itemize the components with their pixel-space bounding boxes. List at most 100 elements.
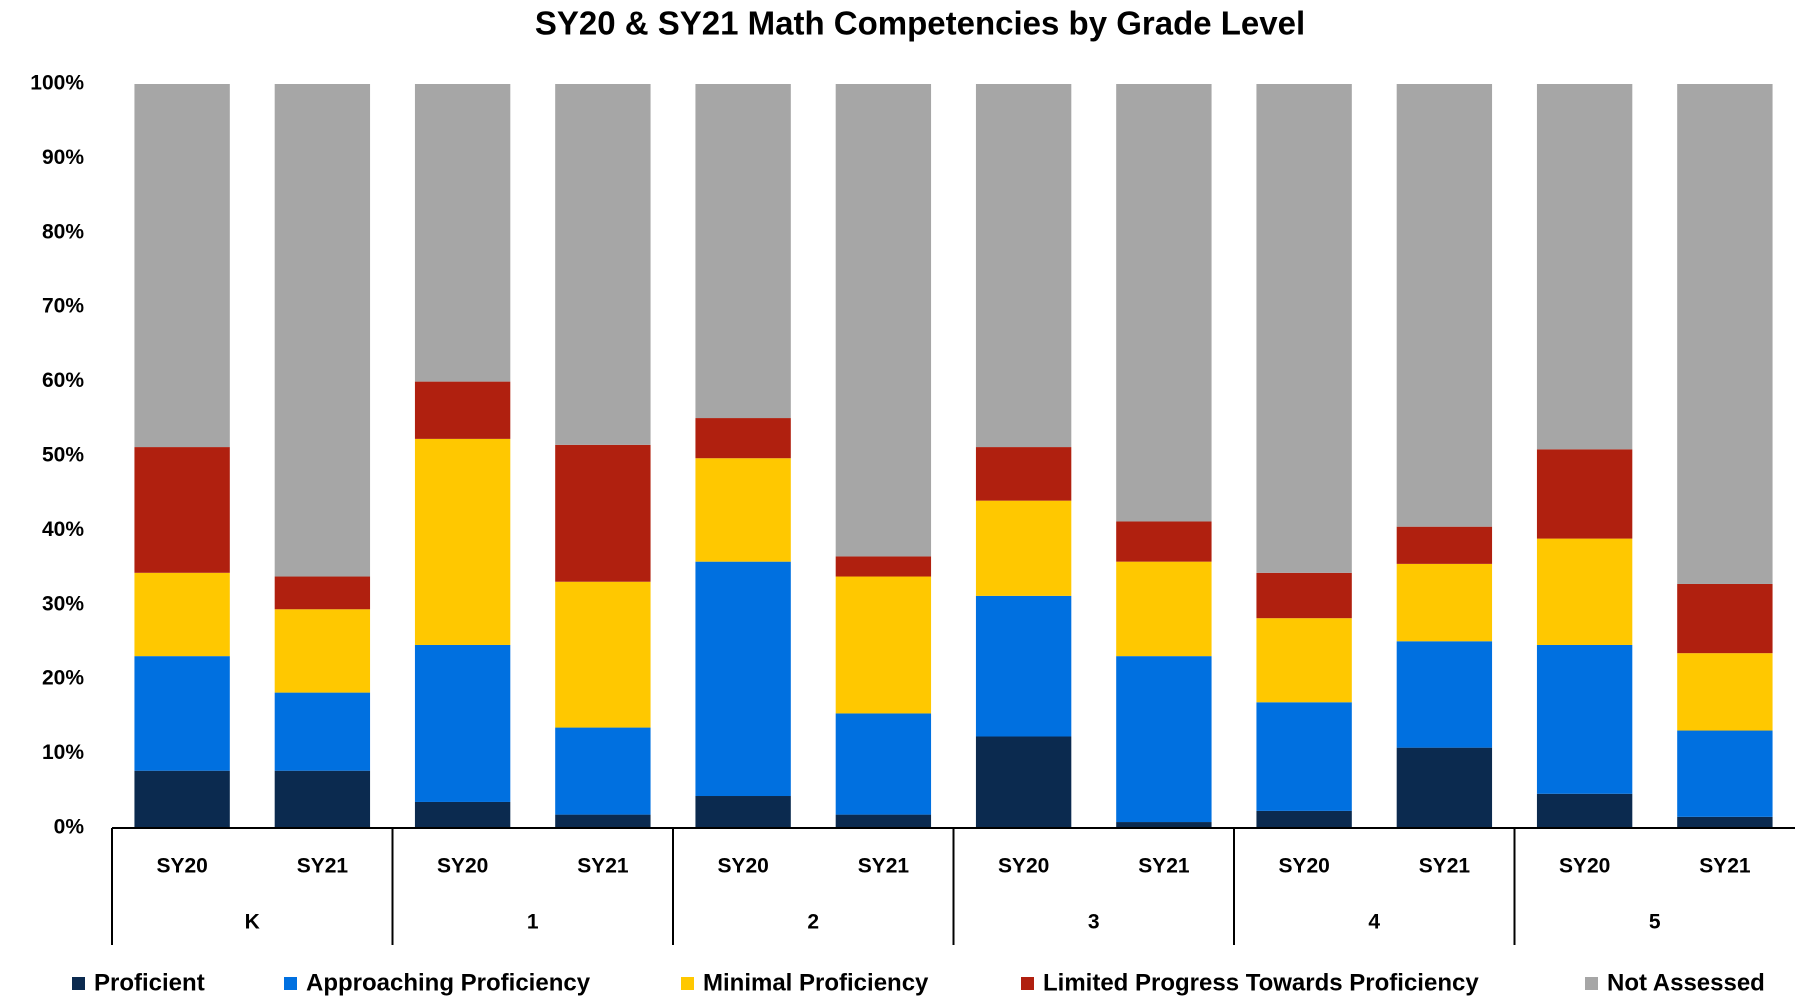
bar-segment <box>1396 526 1493 564</box>
bar-segment <box>134 572 230 657</box>
bar-segment <box>274 692 371 771</box>
bar-segment <box>414 801 511 828</box>
bar-segment <box>1116 84 1212 522</box>
group-label: 3 <box>1088 911 1100 934</box>
y-tick-label: 50% <box>42 444 84 467</box>
bar-segment <box>1536 449 1633 539</box>
bar-segment <box>835 84 932 557</box>
x-tick-label: SY20 <box>1559 855 1610 878</box>
bar-segment <box>555 444 651 582</box>
y-tick-label: 10% <box>42 741 84 764</box>
bar-segment <box>1396 563 1493 642</box>
y-tick-label: 90% <box>42 146 84 169</box>
bar-segment <box>1536 538 1633 645</box>
bar-segment <box>1677 653 1773 731</box>
bar-segment <box>414 381 511 439</box>
bar-segment <box>1256 810 1352 828</box>
legend-swatch <box>1021 977 1034 990</box>
bar-segment <box>835 576 932 714</box>
bar-segment <box>1677 816 1773 828</box>
bar-segment <box>414 84 511 382</box>
bar-segment <box>975 736 1072 828</box>
x-tick-label: SY21 <box>577 855 629 878</box>
bar-segment <box>414 438 511 645</box>
bar-segment <box>274 84 371 577</box>
bar-segment <box>134 656 230 771</box>
bar-segment <box>695 84 791 419</box>
legend-swatch <box>681 977 694 990</box>
bar-segment <box>1677 84 1773 584</box>
bar-segment <box>695 561 791 797</box>
bar-segment <box>1536 644 1633 794</box>
group-label: 1 <box>527 911 539 934</box>
bar-segment <box>555 814 651 828</box>
y-tick-label: 80% <box>42 220 84 243</box>
bar-segment <box>1536 793 1633 828</box>
bar-segment <box>1677 583 1773 654</box>
bar-segment <box>695 418 791 459</box>
y-tick-label: 0% <box>54 816 85 839</box>
bar-segment <box>975 447 1072 501</box>
y-tick-label: 70% <box>42 295 84 318</box>
bar-segment <box>835 814 932 828</box>
x-tick-label: SY21 <box>1138 855 1190 878</box>
bar-segment <box>1116 521 1212 562</box>
bar-segment <box>134 770 230 828</box>
bar-segment <box>274 609 371 693</box>
bar-segment <box>1677 730 1773 817</box>
x-tick-label: SY20 <box>998 855 1049 878</box>
legend-label: Approaching Proficiency <box>306 969 591 996</box>
x-tick-label: SY20 <box>717 855 768 878</box>
group-label: 4 <box>1368 911 1380 934</box>
bar-segment <box>695 458 791 562</box>
bar-segment <box>1396 641 1493 748</box>
bar-segment <box>975 595 1072 737</box>
legend-swatch <box>284 977 297 990</box>
bar-segment <box>414 644 511 802</box>
bar-segment <box>555 581 651 728</box>
legend-swatch <box>72 977 85 990</box>
y-tick-label: 60% <box>42 369 84 392</box>
bar-segment <box>555 727 651 815</box>
bar-segment <box>1256 618 1352 703</box>
bar-segment <box>695 796 791 828</box>
legend-label: Limited Progress Towards Proficiency <box>1043 969 1479 996</box>
legend-label: Minimal Proficiency <box>703 969 929 996</box>
bar-segment <box>1116 822 1212 828</box>
x-tick-label: SY21 <box>297 855 349 878</box>
bar-segment <box>1256 84 1352 573</box>
bar-segment <box>835 713 932 815</box>
legend-swatch <box>1585 977 1598 990</box>
x-tick-label: SY20 <box>1278 855 1329 878</box>
y-tick-label: 100% <box>30 72 84 95</box>
bar-segment <box>1256 572 1352 619</box>
group-label: 2 <box>807 911 819 934</box>
y-tick-label: 40% <box>42 518 84 541</box>
bar-segment <box>835 556 932 577</box>
x-tick-label: SY21 <box>1699 855 1751 878</box>
bar-segment <box>555 84 651 445</box>
bar-segment <box>274 770 371 828</box>
x-tick-label: SY20 <box>437 855 488 878</box>
bar-segment <box>134 84 230 448</box>
bar-segment <box>1536 84 1633 450</box>
chart-title: SY20 & SY21 Math Competencies by Grade L… <box>535 5 1305 42</box>
group-label: 5 <box>1649 911 1661 934</box>
legend-label: Proficient <box>94 969 205 996</box>
bar-segment <box>1256 702 1352 811</box>
y-tick-label: 30% <box>42 592 84 615</box>
bar-segment <box>1396 747 1493 828</box>
bar-segment <box>975 500 1072 596</box>
bar-segment <box>274 576 371 610</box>
group-label: K <box>245 911 260 934</box>
bar-segment <box>975 84 1072 448</box>
bar-segment <box>1116 561 1212 657</box>
x-tick-label: SY21 <box>1419 855 1471 878</box>
bar-segment <box>134 447 230 573</box>
legend-label: Not Assessed <box>1607 969 1765 996</box>
y-tick-label: 20% <box>42 667 84 690</box>
bar-segment <box>1116 656 1212 823</box>
bar-segment <box>1396 84 1493 527</box>
x-tick-label: SY20 <box>156 855 207 878</box>
